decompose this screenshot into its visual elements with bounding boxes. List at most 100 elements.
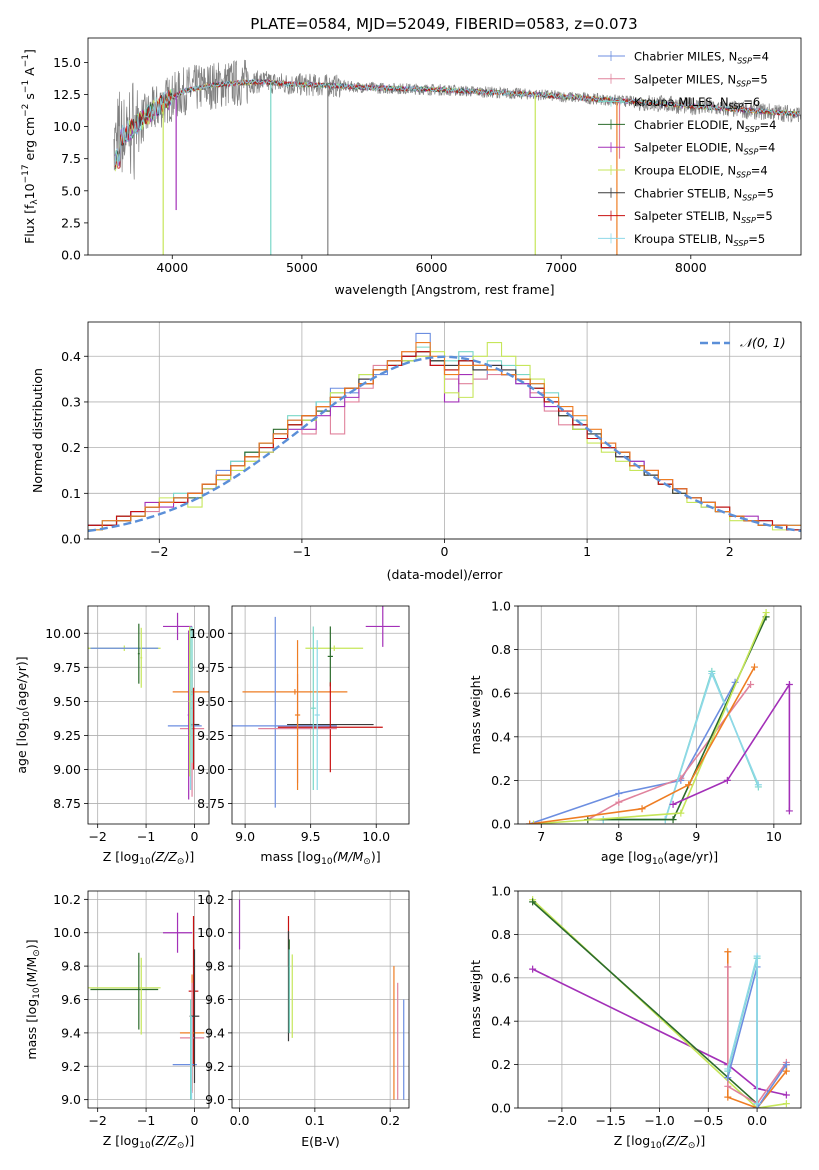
spectrum-panel: 4000 5000 6000 7000 8000 0.0 2.5 5.0 7.5 10.0 12.5… <box>21 37 802 297</box>
y-tick-label: 9.0 <box>205 1092 225 1107</box>
axes-frame <box>231 605 410 825</box>
plus-marker <box>782 1091 790 1099</box>
error-point <box>294 640 301 790</box>
y-tick-label: 0.4 <box>61 349 81 364</box>
y-tick-label: 0.0 <box>61 248 81 263</box>
y-tick-label: 0.8 <box>491 642 511 657</box>
x-axis-label: Z [log10(Z/Z⊙)] <box>103 849 194 867</box>
y-tick-label: 15.0 <box>53 55 81 70</box>
error-point <box>163 612 193 641</box>
y-tick-label: 0.8 <box>491 927 511 942</box>
plus-marker <box>754 781 762 789</box>
grid-lines <box>232 891 409 1108</box>
plus-marker <box>753 1100 761 1108</box>
y-axis-label: mass [log10(M/M⊙)] <box>24 939 42 1059</box>
y-tick-label: 0.2 <box>491 773 511 788</box>
x-tick-label: 7 <box>537 829 545 844</box>
y-axis-label: age [log10(age/yr)] <box>14 656 32 773</box>
x-tick-label: 8 <box>615 829 623 844</box>
spectrum-legend: Chabrier MILES, NSSP=4 Salpeter MILES, NS… <box>598 50 776 248</box>
y-tick-label: 8.75 <box>197 796 225 811</box>
legend-label: Salpeter STELIB, NSSP=5 <box>634 209 773 225</box>
x-axis-label: Z [log10(Z/Z⊙)] <box>614 1133 705 1151</box>
x-tick-label: −2 <box>88 829 106 844</box>
residual-legend: 𝒩(0, 1) <box>700 335 786 350</box>
x-tick-label: −1 <box>293 544 311 559</box>
axes-frame <box>517 890 802 1109</box>
y-tick-label: 0.6 <box>491 970 511 985</box>
axes-frame <box>87 37 802 256</box>
series-line <box>532 968 787 1096</box>
mass-vs-ebv-panel: 0.0 0.1 0.2 9.0 9.2 9.4 9.6 9.8 10.0 10.2 E(B-V) <box>197 890 410 1149</box>
x-tick-label: −1.0 <box>644 1113 674 1128</box>
plus-marker <box>747 680 755 688</box>
y-tick-label: 9.8 <box>61 959 81 974</box>
plot-area <box>88 612 209 800</box>
plot-area <box>526 609 793 824</box>
y-tick-label: 0.3 <box>61 394 81 409</box>
error-point <box>188 916 199 1067</box>
x-tick-label: 6000 <box>416 260 448 275</box>
y-tick-label: 0.1 <box>61 486 81 501</box>
x-tick-label: 2 <box>726 544 734 559</box>
series-line <box>726 967 788 1105</box>
y-tick-label: 9.00 <box>197 762 225 777</box>
error-point <box>188 626 191 777</box>
grid-lines <box>518 605 801 825</box>
axes-frame <box>87 890 210 1109</box>
plus-marker <box>785 680 793 688</box>
y-tick-label: 8.75 <box>53 796 81 811</box>
plus-marker <box>677 809 685 817</box>
plus-marker <box>782 1100 790 1108</box>
y-tick-label: 0.0 <box>61 532 81 547</box>
plus-marker <box>669 800 677 808</box>
y-tick-label: 9.75 <box>197 660 225 675</box>
y-tick-label: 9.2 <box>205 1059 225 1074</box>
x-tick-label: 10.0 <box>362 829 390 844</box>
error-point <box>310 626 316 790</box>
y-tick-label: 9.00 <box>53 762 81 777</box>
axes-frame <box>87 321 802 540</box>
error-point <box>305 645 364 651</box>
x-tick-label: 0 <box>191 1113 199 1128</box>
axes-frame <box>87 605 210 825</box>
x-axis-label: wavelength [Angstrom, rest frame] <box>334 282 554 297</box>
y-tick-label: 10.00 <box>189 626 225 641</box>
x-axis-label: Z [log10(Z/Z⊙)] <box>103 1133 194 1151</box>
plus-marker <box>526 820 534 824</box>
y-tick-label: 0.2 <box>491 1057 511 1072</box>
plus-marker <box>785 807 793 815</box>
plus-marker <box>782 1061 790 1069</box>
plus-marker <box>724 1065 732 1073</box>
x-tick-label: −0.5 <box>693 1113 723 1128</box>
y-tick-label: 9.0 <box>61 1092 81 1107</box>
x-tick-label: −2 <box>88 1113 106 1128</box>
y-tick-label: 9.4 <box>61 1025 81 1040</box>
y-tick-label: 0.0 <box>491 817 511 832</box>
y-tick-label: 7.5 <box>61 151 81 166</box>
plus-marker <box>615 798 623 806</box>
y-tick-label: 9.4 <box>205 1025 225 1040</box>
y-axis-label: mass weight <box>468 675 483 754</box>
x-axis-label: (data-model)/error <box>387 567 504 582</box>
x-tick-label: −1 <box>137 1113 155 1128</box>
error-point <box>137 623 140 684</box>
plus-marker <box>724 1093 732 1101</box>
plus-marker <box>530 820 538 824</box>
normal-curve <box>88 355 801 533</box>
y-tick-label: 10.0 <box>53 925 81 940</box>
axes-frame <box>517 605 802 825</box>
x-tick-label: 9 <box>692 829 700 844</box>
y-tick-label: 9.25 <box>53 728 81 743</box>
error-point <box>192 687 195 770</box>
x-tick-label: 9.5 <box>301 829 321 844</box>
x-axis-label: mass [log10(M/M⊙)] <box>260 849 380 867</box>
y-tick-label: 2.5 <box>61 215 81 230</box>
error-point <box>242 689 348 695</box>
plot-area <box>113 59 801 255</box>
legend-label: Chabrier STELIB, NSSP=5 <box>634 186 774 202</box>
plus-marker <box>723 776 731 784</box>
x-tick-label: 0.1 <box>305 1113 325 1128</box>
age-vs-z-panel: −2 −1 0 8.75 9.00 9.25 9.50 9.75 10.00 Z [log10(Z… <box>14 605 210 867</box>
